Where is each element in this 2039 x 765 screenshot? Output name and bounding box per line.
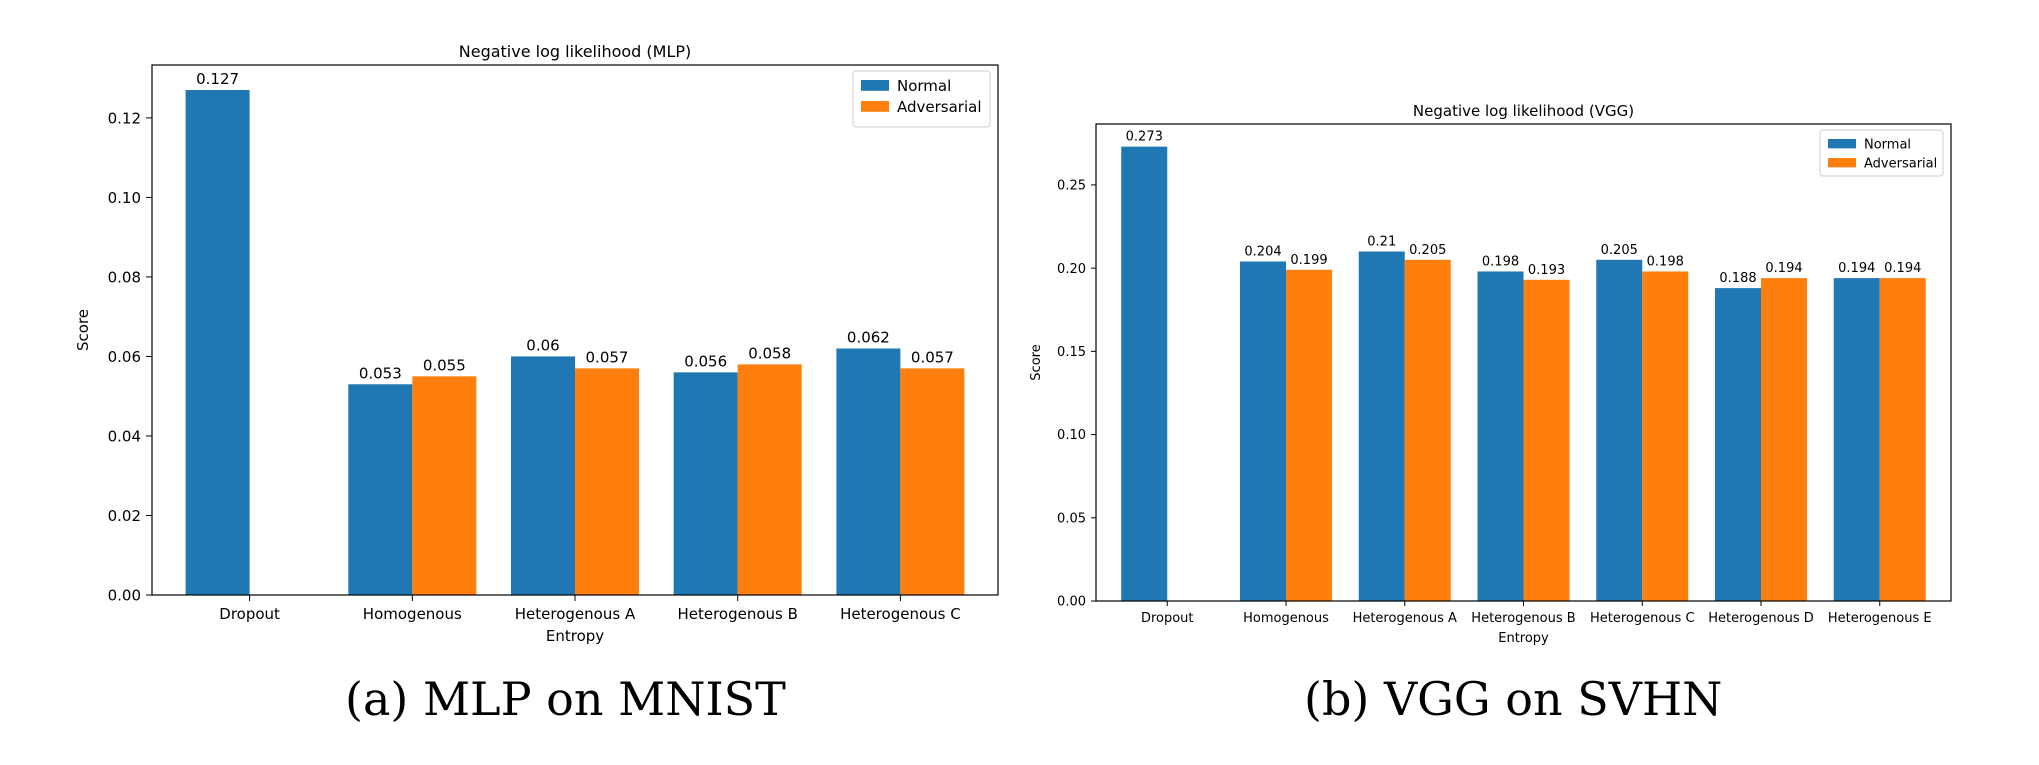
chart2-data-label-adversarial-5: 0.194 xyxy=(1765,261,1802,276)
chart1-y-tick-label-1: 0.02 xyxy=(108,507,141,525)
chart2-legend-swatch-1 xyxy=(1828,158,1856,168)
chart2-bar-adversarial-6 xyxy=(1879,278,1926,601)
chart2-x-tick-label-0: Dropout xyxy=(1141,611,1194,626)
chart1-bar-adversarial-2 xyxy=(575,368,639,595)
chart2-data-label-normal-5: 0.188 xyxy=(1719,271,1756,286)
chart1-data-label-adversarial-3: 0.058 xyxy=(748,344,791,362)
chart1-data-label-normal-1: 0.053 xyxy=(359,364,402,382)
chart1-bar-normal-4 xyxy=(836,348,901,595)
chart2-bar-adversarial-3 xyxy=(1523,279,1570,601)
chart2-bar-adversarial-1 xyxy=(1286,269,1332,601)
chart2-data-label-adversarial-2: 0.205 xyxy=(1409,243,1446,258)
chart2-bar-normal-0 xyxy=(1121,146,1168,602)
chart2-x-tick-label-2: Heterogenous A xyxy=(1353,611,1457,626)
chart2-bar-normal-5 xyxy=(1715,288,1761,601)
chart1-bar-normal-1 xyxy=(348,384,413,595)
chart2-data-label-adversarial-4: 0.198 xyxy=(1647,254,1684,269)
chart1-bar-normal-2 xyxy=(511,356,575,595)
chart2-data-label-normal-3: 0.198 xyxy=(1482,254,1519,269)
chart1-data-label-normal-0: 0.127 xyxy=(196,70,239,88)
chart1-x-axis-label: Entropy xyxy=(546,627,604,645)
chart1-legend-swatch-1 xyxy=(861,101,889,112)
chart1-legend-label-0: Normal xyxy=(897,77,951,95)
chart2-bar-normal-1 xyxy=(1240,261,1286,601)
chart1-y-tick-label-0: 0.00 xyxy=(108,586,141,604)
chart1-data-label-normal-2: 0.06 xyxy=(526,336,559,354)
chart2-data-label-adversarial-1: 0.199 xyxy=(1290,253,1327,268)
chart1-data-label-adversarial-1: 0.055 xyxy=(423,356,466,374)
chart1-data-label-normal-4: 0.062 xyxy=(847,328,890,346)
chart1-legend-swatch-0 xyxy=(861,80,889,91)
chart2-bar-adversarial-5 xyxy=(1761,278,1807,601)
chart2-data-label-adversarial-3: 0.193 xyxy=(1528,263,1565,278)
chart1-title: Negative log likelihood (MLP) xyxy=(459,42,692,61)
chart2-x-tick-label-1: Homogenous xyxy=(1243,611,1329,626)
chart2-data-label-normal-0: 0.273 xyxy=(1126,130,1163,145)
chart1-bar-adversarial-4 xyxy=(900,368,965,595)
chart2-data-label-normal-4: 0.205 xyxy=(1601,243,1638,258)
chart1-y-tick-label-2: 0.04 xyxy=(108,427,141,445)
chart2-bar-normal-2 xyxy=(1358,251,1405,602)
chart1-bar-normal-0 xyxy=(185,90,250,595)
chart2-y-tick-label-0: 0.00 xyxy=(1057,595,1086,610)
chart1-y-tick-label-3: 0.06 xyxy=(108,348,141,366)
chart1-x-tick-label-2: Heterogenous A xyxy=(515,605,636,623)
chart1-y-tick-label-4: 0.08 xyxy=(108,268,141,286)
chart2-data-label-normal-1: 0.204 xyxy=(1244,244,1281,259)
chart2-y-tick-label-2: 0.10 xyxy=(1057,428,1086,443)
chart2-x-tick-label-5: Heterogenous D xyxy=(1708,611,1813,626)
chart1-data-label-adversarial-4: 0.057 xyxy=(911,348,954,366)
chart2-y-tick-label-4: 0.20 xyxy=(1057,262,1086,277)
chart1-x-tick-label-1: Homogenous xyxy=(363,605,462,623)
chart1-bar-normal-3 xyxy=(673,372,738,595)
chart2-x-tick-label-6: Heterogenous E xyxy=(1828,611,1932,626)
caption-b: (b) VGG on SVHN xyxy=(1304,672,1723,726)
chart1-x-tick-label-3: Heterogenous B xyxy=(677,605,797,623)
chart2-bar-adversarial-4 xyxy=(1642,271,1689,601)
chart1-x-tick-label-0: Dropout xyxy=(219,605,280,623)
chart2-bar-normal-4 xyxy=(1596,259,1643,601)
chart2-x-axis-label: Entropy xyxy=(1498,631,1549,646)
chart2-y-axis-label: Score xyxy=(1029,344,1044,380)
chart2-bar-adversarial-2 xyxy=(1404,259,1451,601)
chart2-title: Negative log likelihood (VGG) xyxy=(1413,102,1634,120)
chart2-x-tick-label-4: Heterogenous C xyxy=(1590,611,1695,626)
chart2-data-label-normal-6: 0.194 xyxy=(1838,261,1875,276)
chart2-x-tick-label-3: Heterogenous B xyxy=(1471,611,1575,626)
caption-a: (a) MLP on MNIST xyxy=(345,672,786,726)
chart1-data-label-adversarial-2: 0.057 xyxy=(586,348,629,366)
chart2-legend-label-1: Adversarial xyxy=(1864,156,1937,171)
chart2-y-tick-label-5: 0.25 xyxy=(1057,179,1086,194)
chart1-y-axis-label: Score xyxy=(74,309,92,351)
chart2-bar-normal-3 xyxy=(1477,271,1524,601)
chart2-legend-label-0: Normal xyxy=(1864,137,1911,152)
chart1-x-tick-label-4: Heterogenous C xyxy=(840,605,961,623)
chart1-bar-adversarial-3 xyxy=(737,364,802,595)
chart1-bar-adversarial-1 xyxy=(412,376,477,595)
chart2-legend-swatch-0 xyxy=(1828,139,1856,149)
chart1-y-tick-label-6: 0.12 xyxy=(108,109,141,127)
chart1-y-tick-label-5: 0.10 xyxy=(108,189,141,207)
chart2-data-label-adversarial-6: 0.194 xyxy=(1884,261,1921,276)
chart2-bar-normal-6 xyxy=(1833,278,1880,601)
chart1-legend-label-1: Adversarial xyxy=(897,98,982,116)
chart2-y-tick-label-3: 0.15 xyxy=(1057,345,1086,360)
chart2-data-label-normal-2: 0.21 xyxy=(1367,234,1396,249)
chart1-data-label-normal-3: 0.056 xyxy=(684,352,727,370)
chart2-y-tick-label-1: 0.05 xyxy=(1057,511,1086,526)
